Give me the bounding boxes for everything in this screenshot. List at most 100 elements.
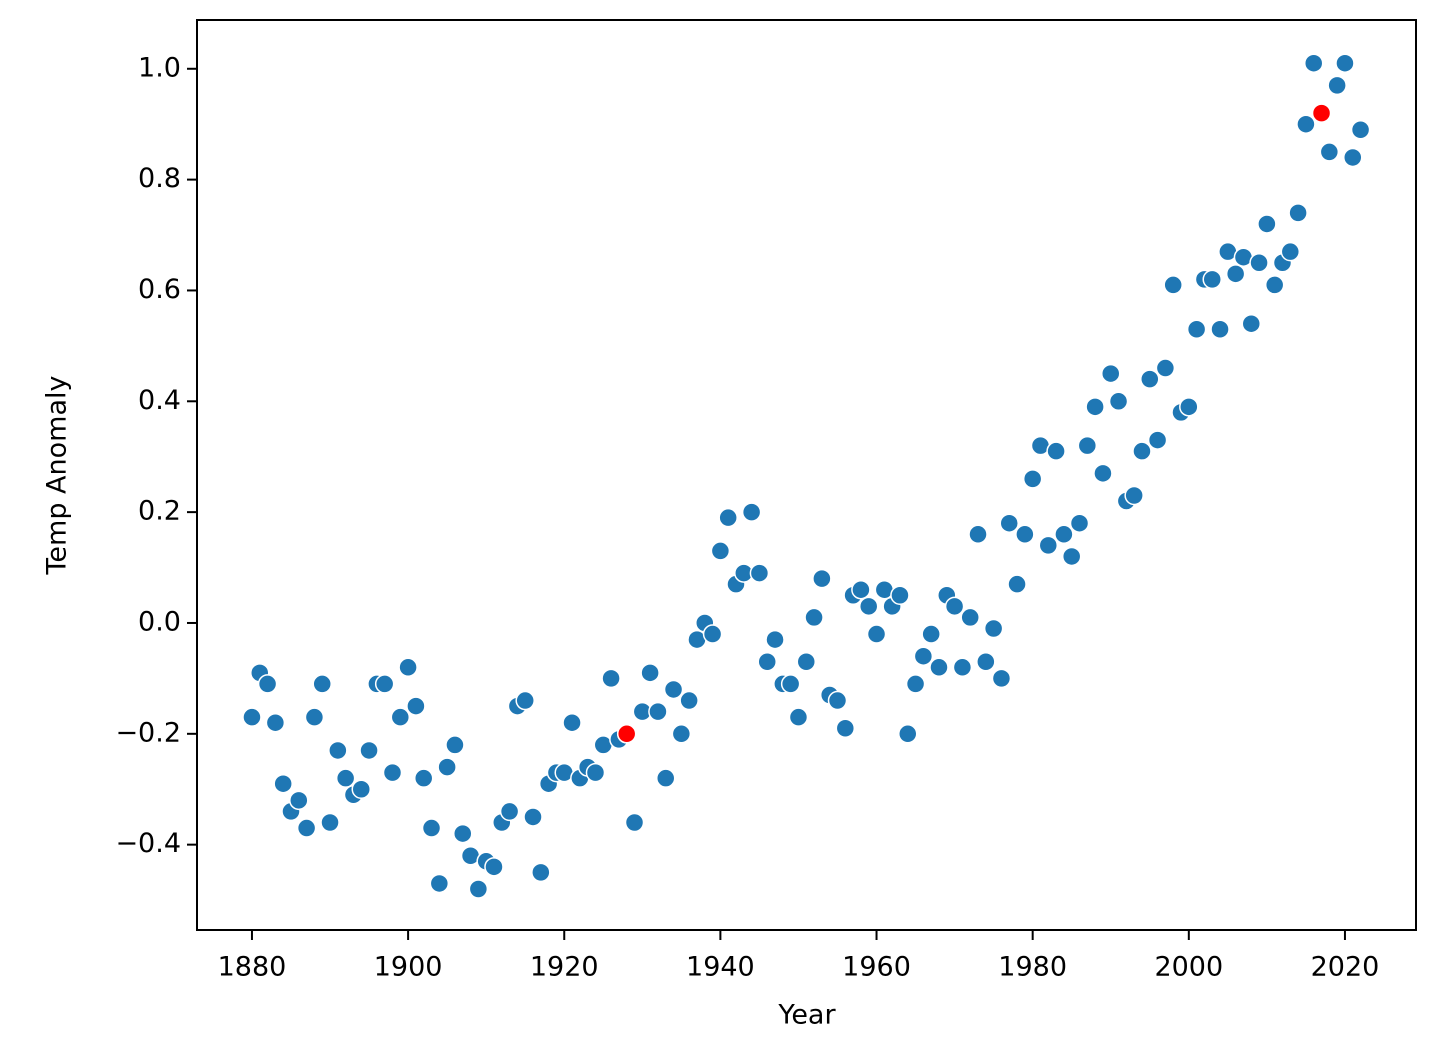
data-point [921,624,941,644]
data-point [359,740,379,761]
data-point [1085,397,1105,417]
data-point [335,768,356,788]
data-point [671,724,692,744]
data-point [679,690,699,711]
data-point [429,873,450,894]
data-point [1179,397,1199,417]
y-tick-label: 0.6 [138,274,181,305]
data-point [1343,147,1363,168]
data-point [1038,535,1059,556]
data-point [1108,391,1129,412]
data-point [390,707,411,727]
data-point [1007,574,1027,594]
data-point [374,674,395,694]
data-point [1225,264,1246,284]
y-tick-label: 0.4 [138,385,181,416]
data-point [1163,275,1183,295]
data-point [1296,114,1316,134]
data-point [289,790,309,811]
data-point [562,712,582,733]
data-point [702,624,723,644]
data-point [1186,319,1207,339]
data-point [1155,358,1176,378]
y-tick-label: 1.0 [138,52,181,83]
data-point [1093,463,1113,484]
data-point [1061,546,1082,567]
x-tick-label: 1960 [842,952,911,983]
data-point [1280,241,1301,262]
x-tick-label: 1880 [218,952,287,983]
data-point [1319,142,1340,162]
data-point [960,607,980,628]
x-tick-label: 2000 [1154,952,1223,983]
x-tick-label: 2020 [1311,952,1380,983]
data-point [999,513,1020,533]
data-point [1140,369,1160,389]
data-point [312,674,332,694]
data-point [413,768,434,788]
data-point [765,629,785,650]
data-point [749,563,770,583]
x-tick-label: 1900 [374,952,443,983]
data-point [788,707,809,727]
data-point [320,812,340,833]
data-point [780,674,801,694]
x-axis-label: Year [777,1000,836,1031]
data-point [944,596,965,617]
data-point [812,568,832,589]
data-point [991,668,1012,689]
data-point [898,724,918,744]
data-point [1311,103,1332,123]
data-point [1147,430,1168,450]
plot-frame [196,19,1417,931]
data-point [1241,313,1262,334]
y-tick-label: 0.0 [138,606,181,637]
data-point [1077,435,1098,456]
data-point [1249,252,1269,273]
data-point [1132,441,1152,461]
data-point [1046,441,1066,461]
data-point [242,707,262,727]
data-point [499,801,520,822]
data-point [484,857,504,877]
data-point [257,674,278,694]
data-point [1264,275,1285,295]
data-point [328,740,348,761]
data-point [905,674,926,694]
data-point [804,607,824,628]
data-point [983,618,1004,639]
data-point [648,701,668,722]
data-point [406,696,426,716]
y-axis-label: Temp Anomaly [42,375,73,575]
x-tick-label: 1920 [530,952,599,983]
data-point [968,524,988,545]
data-point [453,823,473,844]
data-point [741,502,762,522]
data-point [851,579,871,600]
x-tick-label: 1940 [686,952,755,983]
y-tick-label: 0.2 [138,496,181,527]
data-point [858,596,879,617]
data-point [515,690,535,711]
data-point [827,690,848,711]
data-point [601,668,621,689]
y-tick-label: −0.2 [115,717,181,748]
data-point [710,541,731,561]
data-point [265,712,286,733]
data-point [1210,319,1230,339]
data-point [382,762,403,783]
data-point [1124,485,1144,506]
data-point [468,879,489,899]
data-point [929,657,949,678]
data-point [1327,75,1347,96]
data-point [1257,214,1277,234]
data-point [1350,119,1371,140]
data-point [655,768,676,788]
data-point [1069,513,1090,533]
data-point [273,773,293,794]
data-point [351,779,372,799]
data-point [890,585,910,606]
data-point [616,724,637,744]
data-point [1288,203,1308,223]
